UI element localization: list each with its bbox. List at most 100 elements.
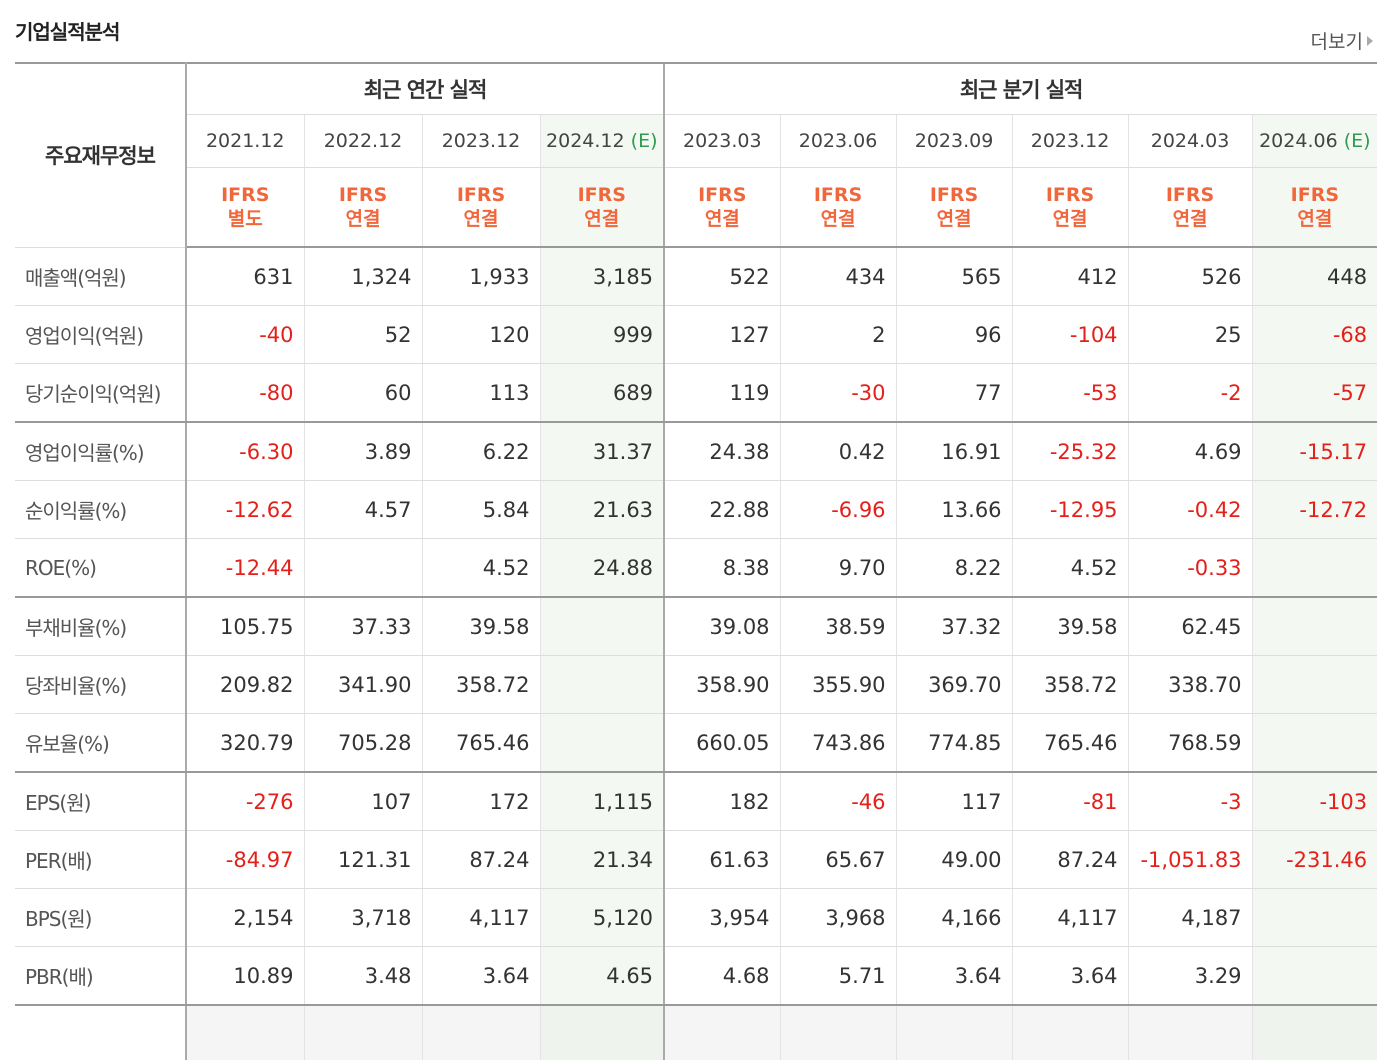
- value-cell: -12.44: [186, 538, 304, 598]
- period-header: 2023.12: [421, 114, 540, 168]
- period-date: 2023.03: [683, 130, 762, 152]
- period-date: 2023.12: [441, 130, 521, 152]
- value-cell: -276: [186, 772, 304, 831]
- basis-standard: IFRS: [221, 184, 270, 206]
- value-cell: -103: [1251, 772, 1378, 831]
- basis-standard: IFRS: [577, 184, 626, 206]
- value-cell: [779, 1005, 897, 1060]
- value-cell: -30: [779, 363, 897, 423]
- table-row: PBR(배) 10.89 3.48 3.64 4.65 4.68 5.71 3.64 3.64 3…: [15, 946, 1378, 1006]
- row-label: BPS(원): [15, 888, 187, 947]
- value-cell: 358.90: [663, 655, 781, 714]
- estimate-mark: (E): [630, 130, 658, 152]
- value-cell: 39.58: [421, 597, 540, 656]
- value-cell: 3,968: [779, 888, 897, 947]
- value-cell: -1,051.83: [1127, 830, 1253, 889]
- period-header: 2023.12: [1011, 114, 1129, 168]
- row-label: 영업이익(억원): [15, 305, 187, 364]
- period-date: 2024.12: [546, 130, 625, 152]
- value-cell: 320.79: [186, 713, 304, 773]
- period-date: 2024.03: [1150, 130, 1230, 152]
- basis-header: IFRS 연결: [421, 167, 540, 248]
- value-cell: 22.88: [663, 480, 781, 539]
- period-date: 2023.09: [914, 130, 994, 152]
- value-cell: 631: [186, 247, 304, 306]
- value-cell: -57: [1251, 363, 1378, 423]
- value-cell: 565: [895, 247, 1013, 306]
- value-cell: [1127, 1005, 1253, 1060]
- value-cell: 119: [663, 363, 781, 423]
- value-cell: [186, 1005, 304, 1060]
- period-header: 2024.03: [1127, 114, 1253, 168]
- value-cell: 31.37: [539, 422, 665, 481]
- value-cell: 705.28: [303, 713, 422, 773]
- value-cell: 4.57: [303, 480, 422, 539]
- table-row: EPS(원) -276 107 172 1,115 182 -46 117 -81 -3 -103: [15, 772, 1378, 831]
- table-row: 당좌비율(%) 209.82 341.90 358.72 358.90 355.90 369…: [15, 655, 1378, 714]
- value-cell: 65.67: [779, 830, 897, 889]
- quarterly-group-header: 최근 분기 실적: [663, 62, 1378, 115]
- basis-header: IFRS 연결: [1127, 167, 1253, 248]
- value-cell: 3,718: [303, 888, 422, 947]
- value-cell: 9.70: [779, 538, 897, 598]
- value-cell: 38.59: [779, 597, 897, 656]
- value-cell: 13.66: [895, 480, 1013, 539]
- value-cell: [663, 1005, 781, 1060]
- value-cell: [895, 1005, 1013, 1060]
- value-cell: [1251, 655, 1378, 714]
- more-link[interactable]: 더보기: [1311, 27, 1373, 54]
- table-row-partial: [15, 1005, 1378, 1060]
- row-label: PBR(배): [15, 946, 187, 1006]
- basis-standard: IFRS: [456, 184, 506, 206]
- value-cell: -12.62: [186, 480, 304, 539]
- value-cell: 765.46: [1011, 713, 1129, 773]
- value-cell: [1251, 888, 1378, 947]
- value-cell: -6.30: [186, 422, 304, 481]
- row-label: 영업이익률(%): [15, 422, 187, 481]
- value-cell: 412: [1011, 247, 1129, 306]
- value-cell: 172: [421, 772, 540, 831]
- row-label: ROE(%): [15, 538, 187, 598]
- row-label: 순이익률(%): [15, 480, 187, 539]
- value-cell: 1,115: [539, 772, 665, 831]
- value-cell: 10.89: [186, 946, 304, 1006]
- value-cell: 96: [895, 305, 1013, 364]
- value-cell: 999: [539, 305, 665, 364]
- row-label: 당좌비율(%): [15, 655, 187, 714]
- value-cell: 3.89: [303, 422, 422, 481]
- basis-header: IFRS 연결: [895, 167, 1013, 248]
- value-cell: 52: [303, 305, 422, 364]
- value-cell: 113: [421, 363, 540, 423]
- basis-type: 연결: [936, 208, 972, 230]
- value-cell: 0.42: [779, 422, 897, 481]
- period-header: 2024.12 (E): [539, 114, 665, 168]
- basis-standard: IFRS: [929, 184, 979, 206]
- row-label: EPS(원): [15, 772, 187, 831]
- value-cell: 338.70: [1127, 655, 1253, 714]
- value-cell: [303, 1005, 422, 1060]
- value-cell: 209.82: [186, 655, 304, 714]
- value-cell: [1011, 1005, 1129, 1060]
- basis-header: IFRS 별도: [186, 167, 304, 248]
- value-cell: 3.29: [1127, 946, 1253, 1006]
- value-cell: 24.38: [663, 422, 781, 481]
- value-cell: 121.31: [303, 830, 422, 889]
- more-label: 더보기: [1310, 31, 1363, 53]
- value-cell: [1251, 946, 1378, 1006]
- value-cell: 448: [1251, 247, 1378, 306]
- value-cell: 3.48: [303, 946, 422, 1006]
- value-cell: 358.72: [1011, 655, 1129, 714]
- value-cell: 4.68: [663, 946, 781, 1006]
- value-cell: 743.86: [779, 713, 897, 773]
- value-cell: 16.91: [895, 422, 1013, 481]
- basis-type: 별도: [227, 208, 263, 230]
- value-cell: 434: [779, 247, 897, 306]
- basis-standard: IFRS: [338, 184, 388, 206]
- value-cell: -2: [1127, 363, 1253, 423]
- financial-table: 주요재무정보 최근 연간 실적 최근 분기 실적 2021.12 2022.12 2…: [15, 62, 1378, 1060]
- value-cell: [539, 1005, 665, 1060]
- table-row: 영업이익(억원) -40 52 120 999 127 2 96 -104 25 -68: [15, 305, 1378, 364]
- value-cell: 61.63: [663, 830, 781, 889]
- value-cell: 6.22: [421, 422, 540, 481]
- table-row: 순이익률(%) -12.62 4.57 5.84 21.63 22.88 -6.96 13.6…: [15, 480, 1378, 539]
